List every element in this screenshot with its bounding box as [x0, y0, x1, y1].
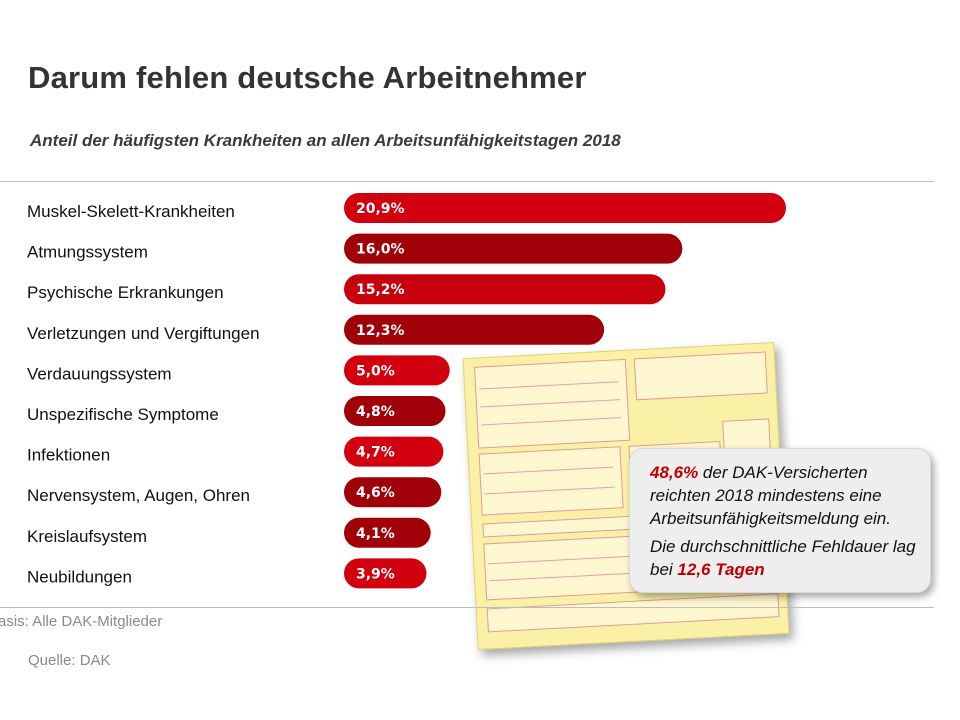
- bar-value-label: 16,0%: [356, 242, 405, 258]
- bar-value-label: 5,0%: [356, 363, 395, 379]
- basis-note: Basis: Alle DAK-Mitglieder: [0, 613, 163, 630]
- callout-text-1: 48,6% der DAK-Versicherten reichten 2018…: [650, 461, 930, 530]
- category-label: Infektionen: [27, 446, 110, 465]
- category-label: Atmungssystem: [27, 243, 148, 262]
- bar-value-label: 15,2%: [356, 282, 405, 298]
- bar-value-label: 3,9%: [356, 566, 395, 582]
- callout-share-value: 48,6%: [650, 463, 699, 482]
- summary-callout: 48,6% der DAK-Versicherten reichten 2018…: [629, 448, 931, 593]
- category-label: Nervensystem, Augen, Ohren: [27, 486, 250, 505]
- bar-value-label: 4,8%: [356, 404, 395, 420]
- callout-text-2: Die durchschnittliche Fehldauer lag bei …: [650, 535, 930, 581]
- source-note: Quelle: DAK: [28, 652, 111, 669]
- bar: [344, 233, 683, 264]
- chart-subtitle: Anteil der häufigsten Krankheiten an all…: [30, 131, 621, 150]
- bar-value-label: 4,7%: [356, 445, 395, 461]
- bar: [344, 396, 446, 426]
- category-label: Muskel-Skelett-Krankheiten: [27, 202, 235, 221]
- bar: [344, 517, 431, 548]
- category-label: Unspezifische Symptome: [27, 405, 219, 424]
- bar-value-label: 4,6%: [356, 485, 395, 501]
- category-label: Verletzungen und Vergiftungen: [27, 324, 260, 343]
- bar: [344, 477, 442, 508]
- top-divider: [0, 181, 934, 182]
- category-label: Kreislaufsystem: [27, 527, 147, 546]
- callout-text-2-prefix: Die durchschnittliche Fehldauer lag bei: [650, 537, 916, 579]
- callout-text-1-rest: der DAK-Versicherten reichten 2018 minde…: [650, 463, 891, 528]
- bar: [344, 436, 444, 467]
- bar: [344, 314, 605, 345]
- bottom-divider: [0, 607, 934, 608]
- bar: [344, 558, 427, 589]
- callout-duration-value: 12,6 Tagen: [677, 560, 765, 579]
- bar: [344, 274, 666, 305]
- bar: [344, 355, 450, 386]
- page-title: Darum fehlen deutsche Arbeitnehmer: [28, 60, 587, 95]
- category-label: Verdauungssystem: [27, 364, 172, 383]
- bar: [344, 193, 786, 223]
- category-label: Psychische Erkrankungen: [27, 283, 224, 302]
- bar-value-label: 12,3%: [356, 323, 405, 339]
- bar-value-label: 20,9%: [356, 201, 405, 217]
- category-label: Neubildungen: [27, 567, 132, 586]
- bar-value-label: 4,1%: [356, 526, 395, 542]
